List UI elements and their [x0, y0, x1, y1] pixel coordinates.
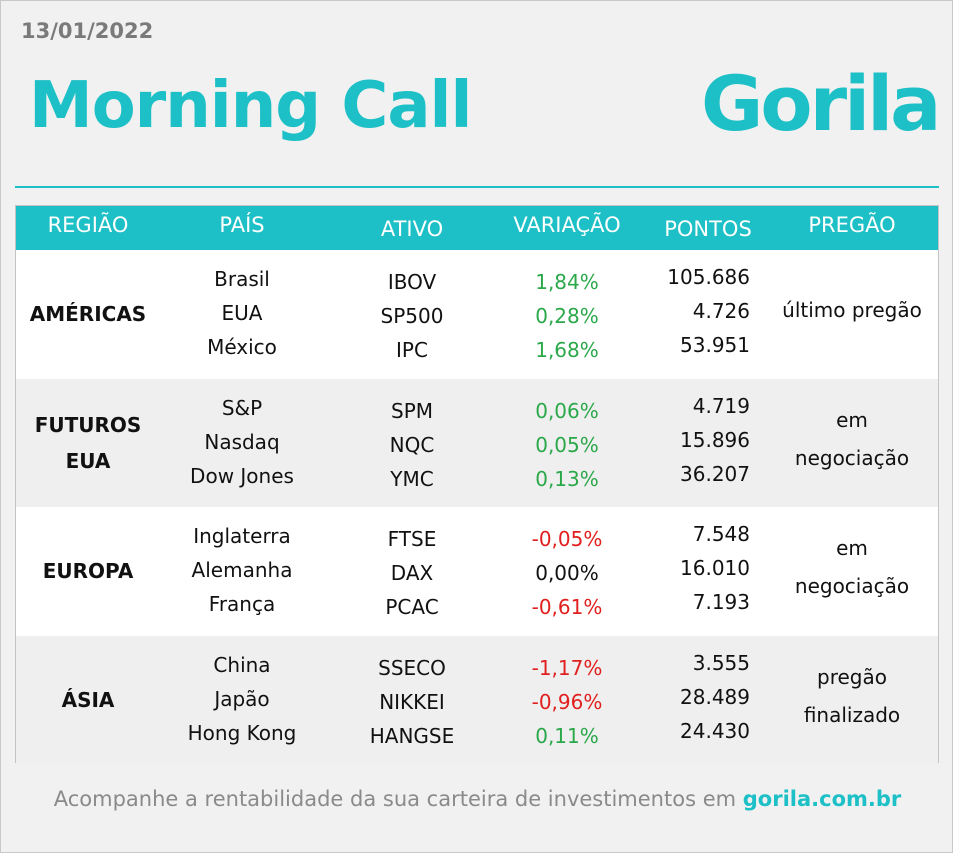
- change: 0,13%: [535, 466, 599, 491]
- country: Brasil: [214, 267, 270, 291]
- points: 7.548: [692, 522, 750, 546]
- country: Alemanha: [191, 558, 293, 582]
- asset: SP500: [380, 304, 444, 328]
- asset: SSECO: [378, 655, 446, 680]
- column-header: REGIÃO: [47, 213, 129, 237]
- region: FUTUROS EUA: [34, 412, 142, 473]
- column-header: PREGÃO: [808, 213, 896, 237]
- asset: SPM: [390, 398, 434, 423]
- session: último pregão: [782, 298, 922, 322]
- region: AMÉRICAS: [29, 302, 147, 326]
- asset: FTSE: [387, 527, 437, 551]
- points: 24.430: [680, 718, 750, 743]
- asset: IPC: [396, 338, 428, 362]
- points: 53.951: [680, 333, 750, 357]
- change: 0,06%: [535, 398, 599, 423]
- points: 4.719: [692, 393, 750, 418]
- country: Dow Jones: [190, 463, 294, 488]
- column-header: PAÍS: [219, 213, 265, 237]
- asset: NQC: [389, 432, 435, 457]
- row-group: AMÉRICAS último pregão Brasil IBOV 1,84% 105.…: [16, 250, 938, 378]
- date: 13/01/2022: [21, 19, 154, 43]
- country: EUA: [221, 301, 263, 325]
- divider: [15, 186, 939, 188]
- change: -0,05%: [531, 527, 603, 551]
- asset: IBOV: [387, 270, 437, 294]
- country: França: [208, 592, 276, 616]
- country: Hong Kong: [187, 720, 297, 745]
- logo: Gorila: [701, 59, 941, 148]
- row-group: FUTUROS EUA em negociação S&P SPM 0,06% 4.719…: [16, 378, 938, 507]
- title: Morning Call: [29, 69, 472, 143]
- footer: Acompanhe a rentabilidade da sua carteir…: [1, 787, 953, 811]
- row-group: ÁSIA pregão finalizado China SSECO -1,17% 3.5…: [16, 635, 938, 764]
- country: Nasdaq: [204, 429, 280, 454]
- change: 0,00%: [535, 561, 599, 585]
- column-header: VARIAÇÃO: [513, 213, 621, 237]
- table: REGIÃO PAÍS ATIVO VARIAÇÃO PONTOS PREGÃO AMÉR…: [15, 205, 939, 764]
- change: 0,11%: [535, 723, 599, 748]
- session: em negociação: [794, 407, 910, 470]
- change: -0,96%: [531, 689, 603, 714]
- column-header: PONTOS: [664, 217, 752, 241]
- points: 4.726: [692, 299, 750, 323]
- region: ÁSIA: [61, 687, 115, 712]
- country: Inglaterra: [193, 524, 291, 548]
- asset: NIKKEI: [379, 689, 445, 714]
- footer-text: Acompanhe a rentabilidade da sua carteir…: [53, 787, 737, 811]
- points: 16.010: [680, 556, 750, 580]
- points: 7.193: [692, 590, 750, 614]
- row-group: EUROPA em negociação Inglaterra FTSE -0,05% 7…: [16, 507, 938, 635]
- change: 1,68%: [535, 338, 599, 362]
- change: 0,28%: [535, 304, 599, 328]
- points: 105.686: [667, 265, 750, 289]
- table-header: REGIÃO PAÍS ATIVO VARIAÇÃO PONTOS PREGÃO: [16, 206, 938, 250]
- session: em negociação: [794, 536, 910, 598]
- country: S&P: [221, 395, 263, 420]
- country: México: [207, 335, 277, 359]
- points: 15.896: [680, 427, 750, 452]
- asset: HANGSE: [369, 723, 455, 748]
- change: -1,17%: [531, 655, 603, 680]
- footer-link[interactable]: gorila.com.br: [742, 787, 902, 811]
- asset: YMC: [390, 466, 434, 491]
- column-header: ATIVO: [380, 217, 444, 241]
- country: China: [213, 652, 271, 677]
- country: Japão: [214, 686, 270, 711]
- points: 3.555: [692, 650, 750, 675]
- change: 0,05%: [535, 432, 599, 457]
- asset: DAX: [390, 561, 434, 585]
- change: -0,61%: [531, 595, 603, 619]
- change: 1,84%: [535, 270, 599, 294]
- session: pregão finalizado: [803, 664, 901, 727]
- region: EUROPA: [42, 559, 134, 583]
- points: 36.207: [680, 461, 750, 486]
- asset: PCAC: [385, 595, 439, 619]
- points: 28.489: [680, 684, 750, 709]
